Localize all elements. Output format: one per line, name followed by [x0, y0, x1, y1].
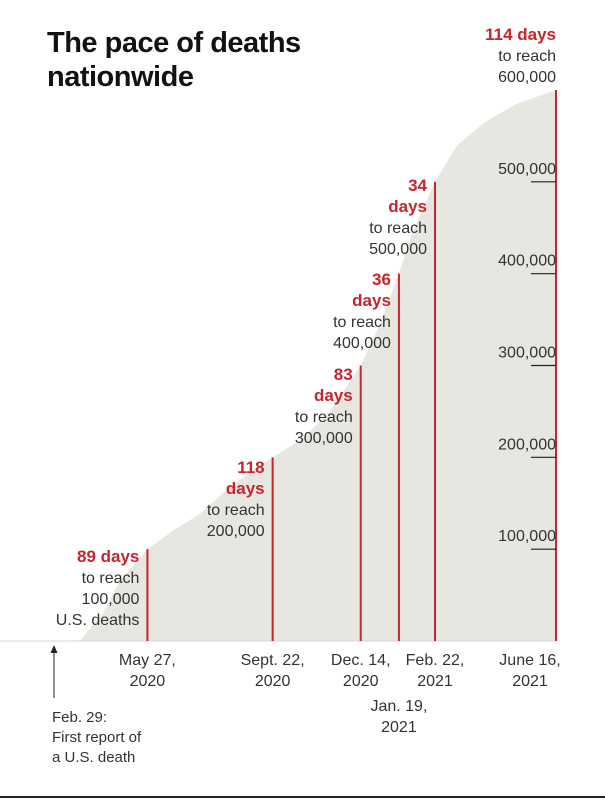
y-axis: 100,000 200,000 300,000 400,000 500,000 — [498, 161, 556, 550]
milestone-text: 200,000 — [207, 523, 265, 540]
milestone-text: 600,000 — [498, 69, 556, 86]
milestone-text: to reach — [369, 220, 427, 237]
milestone-text: 400,000 — [333, 335, 391, 352]
milestone-text: U.S. deaths — [56, 612, 140, 629]
annotation-layer: 89 days to reach 100,000 U.S. deaths 118 days… — [50, 25, 561, 766]
date-label: May 27, — [119, 652, 176, 669]
milestone-days: 89 days — [77, 547, 139, 566]
date-label: Sept. 22, — [241, 652, 305, 669]
date-label: June 16, — [499, 652, 560, 669]
date-label: 2020 — [255, 673, 291, 690]
milestone-text: 100,000 — [82, 591, 140, 608]
milestone-days: 36 — [372, 270, 391, 289]
y-tick-label: 400,000 — [498, 253, 556, 270]
bottom-rule — [0, 796, 605, 798]
milestone-text: to reach — [498, 48, 556, 65]
date-label: 2021 — [381, 719, 417, 736]
milestone-days: 114 days — [485, 25, 556, 44]
date-label: 2021 — [417, 673, 453, 690]
start-arrow-head — [50, 645, 58, 653]
milestone-lines — [146, 90, 557, 641]
milestone-days: days — [388, 197, 427, 216]
death-area — [54, 90, 556, 641]
milestone-text: to reach — [82, 570, 140, 587]
milestone-days: days — [352, 291, 391, 310]
title-line: The pace of deaths — [47, 27, 301, 59]
start-note: a U.S. death — [52, 749, 135, 766]
milestone-text: to reach — [207, 502, 265, 519]
y-tick-label: 200,000 — [498, 436, 556, 453]
milestone-days: days — [314, 386, 353, 405]
date-label: 2021 — [512, 673, 548, 690]
date-label: 2020 — [343, 673, 379, 690]
y-tick-label: 300,000 — [498, 345, 556, 362]
milestone-days: 83 — [334, 365, 353, 384]
milestone-text: to reach — [295, 409, 353, 426]
date-label: 2020 — [130, 673, 166, 690]
milestone-days: 34 — [408, 176, 427, 195]
area-layer — [0, 90, 556, 642]
title-line: nationwide — [47, 61, 194, 93]
date-label: Dec. 14, — [331, 652, 391, 669]
y-tick-label: 100,000 — [498, 528, 556, 545]
milestone-days: days — [226, 479, 265, 498]
date-label: Feb. 22, — [406, 652, 465, 669]
date-label: Jan. 19, — [370, 698, 427, 715]
milestone-text: to reach — [333, 314, 391, 331]
milestone-days: 118 — [237, 458, 264, 477]
start-note: First report of — [52, 729, 142, 746]
y-tick-label: 500,000 — [498, 161, 556, 178]
start-note: Feb. 29: — [52, 709, 107, 726]
milestone-text: 500,000 — [369, 241, 427, 258]
milestone-text: 300,000 — [295, 430, 353, 447]
